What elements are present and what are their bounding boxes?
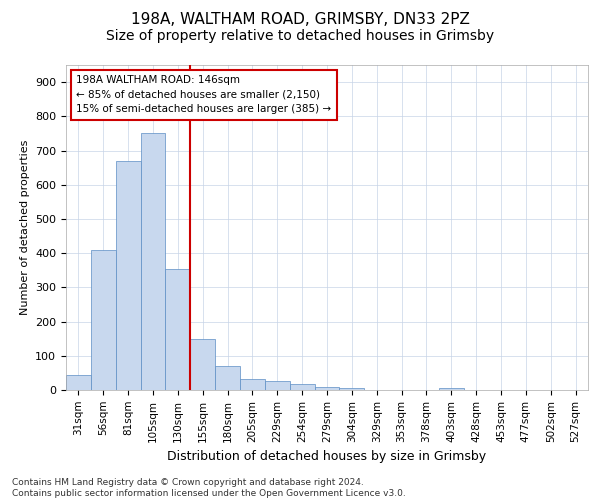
Bar (91, 250, 116, 390)
Bar (190, 340, 215, 390)
Bar (215, 366, 240, 390)
Bar (166, 268, 190, 390)
Bar (340, 388, 364, 390)
Bar (140, 134, 166, 390)
Text: 198A WALTHAM ROAD: 146sqm
← 85% of detached houses are smaller (2,150)
15% of se: 198A WALTHAM ROAD: 146sqm ← 85% of detac… (76, 74, 332, 114)
Bar (116, 162, 140, 390)
Bar (314, 386, 340, 390)
Bar (439, 388, 464, 390)
Bar (290, 384, 314, 390)
Y-axis label: Number of detached properties: Number of detached properties (20, 140, 29, 315)
Text: Size of property relative to detached houses in Grimsby: Size of property relative to detached ho… (106, 29, 494, 43)
Text: 198A, WALTHAM ROAD, GRIMSBY, DN33 2PZ: 198A, WALTHAM ROAD, GRIMSBY, DN33 2PZ (131, 12, 469, 28)
Text: Contains HM Land Registry data © Crown copyright and database right 2024.
Contai: Contains HM Land Registry data © Crown c… (12, 478, 406, 498)
Bar (240, 378, 265, 390)
Bar (265, 382, 290, 390)
Bar (66, 374, 91, 390)
X-axis label: Distribution of detached houses by size in Grimsby: Distribution of detached houses by size … (167, 450, 487, 463)
